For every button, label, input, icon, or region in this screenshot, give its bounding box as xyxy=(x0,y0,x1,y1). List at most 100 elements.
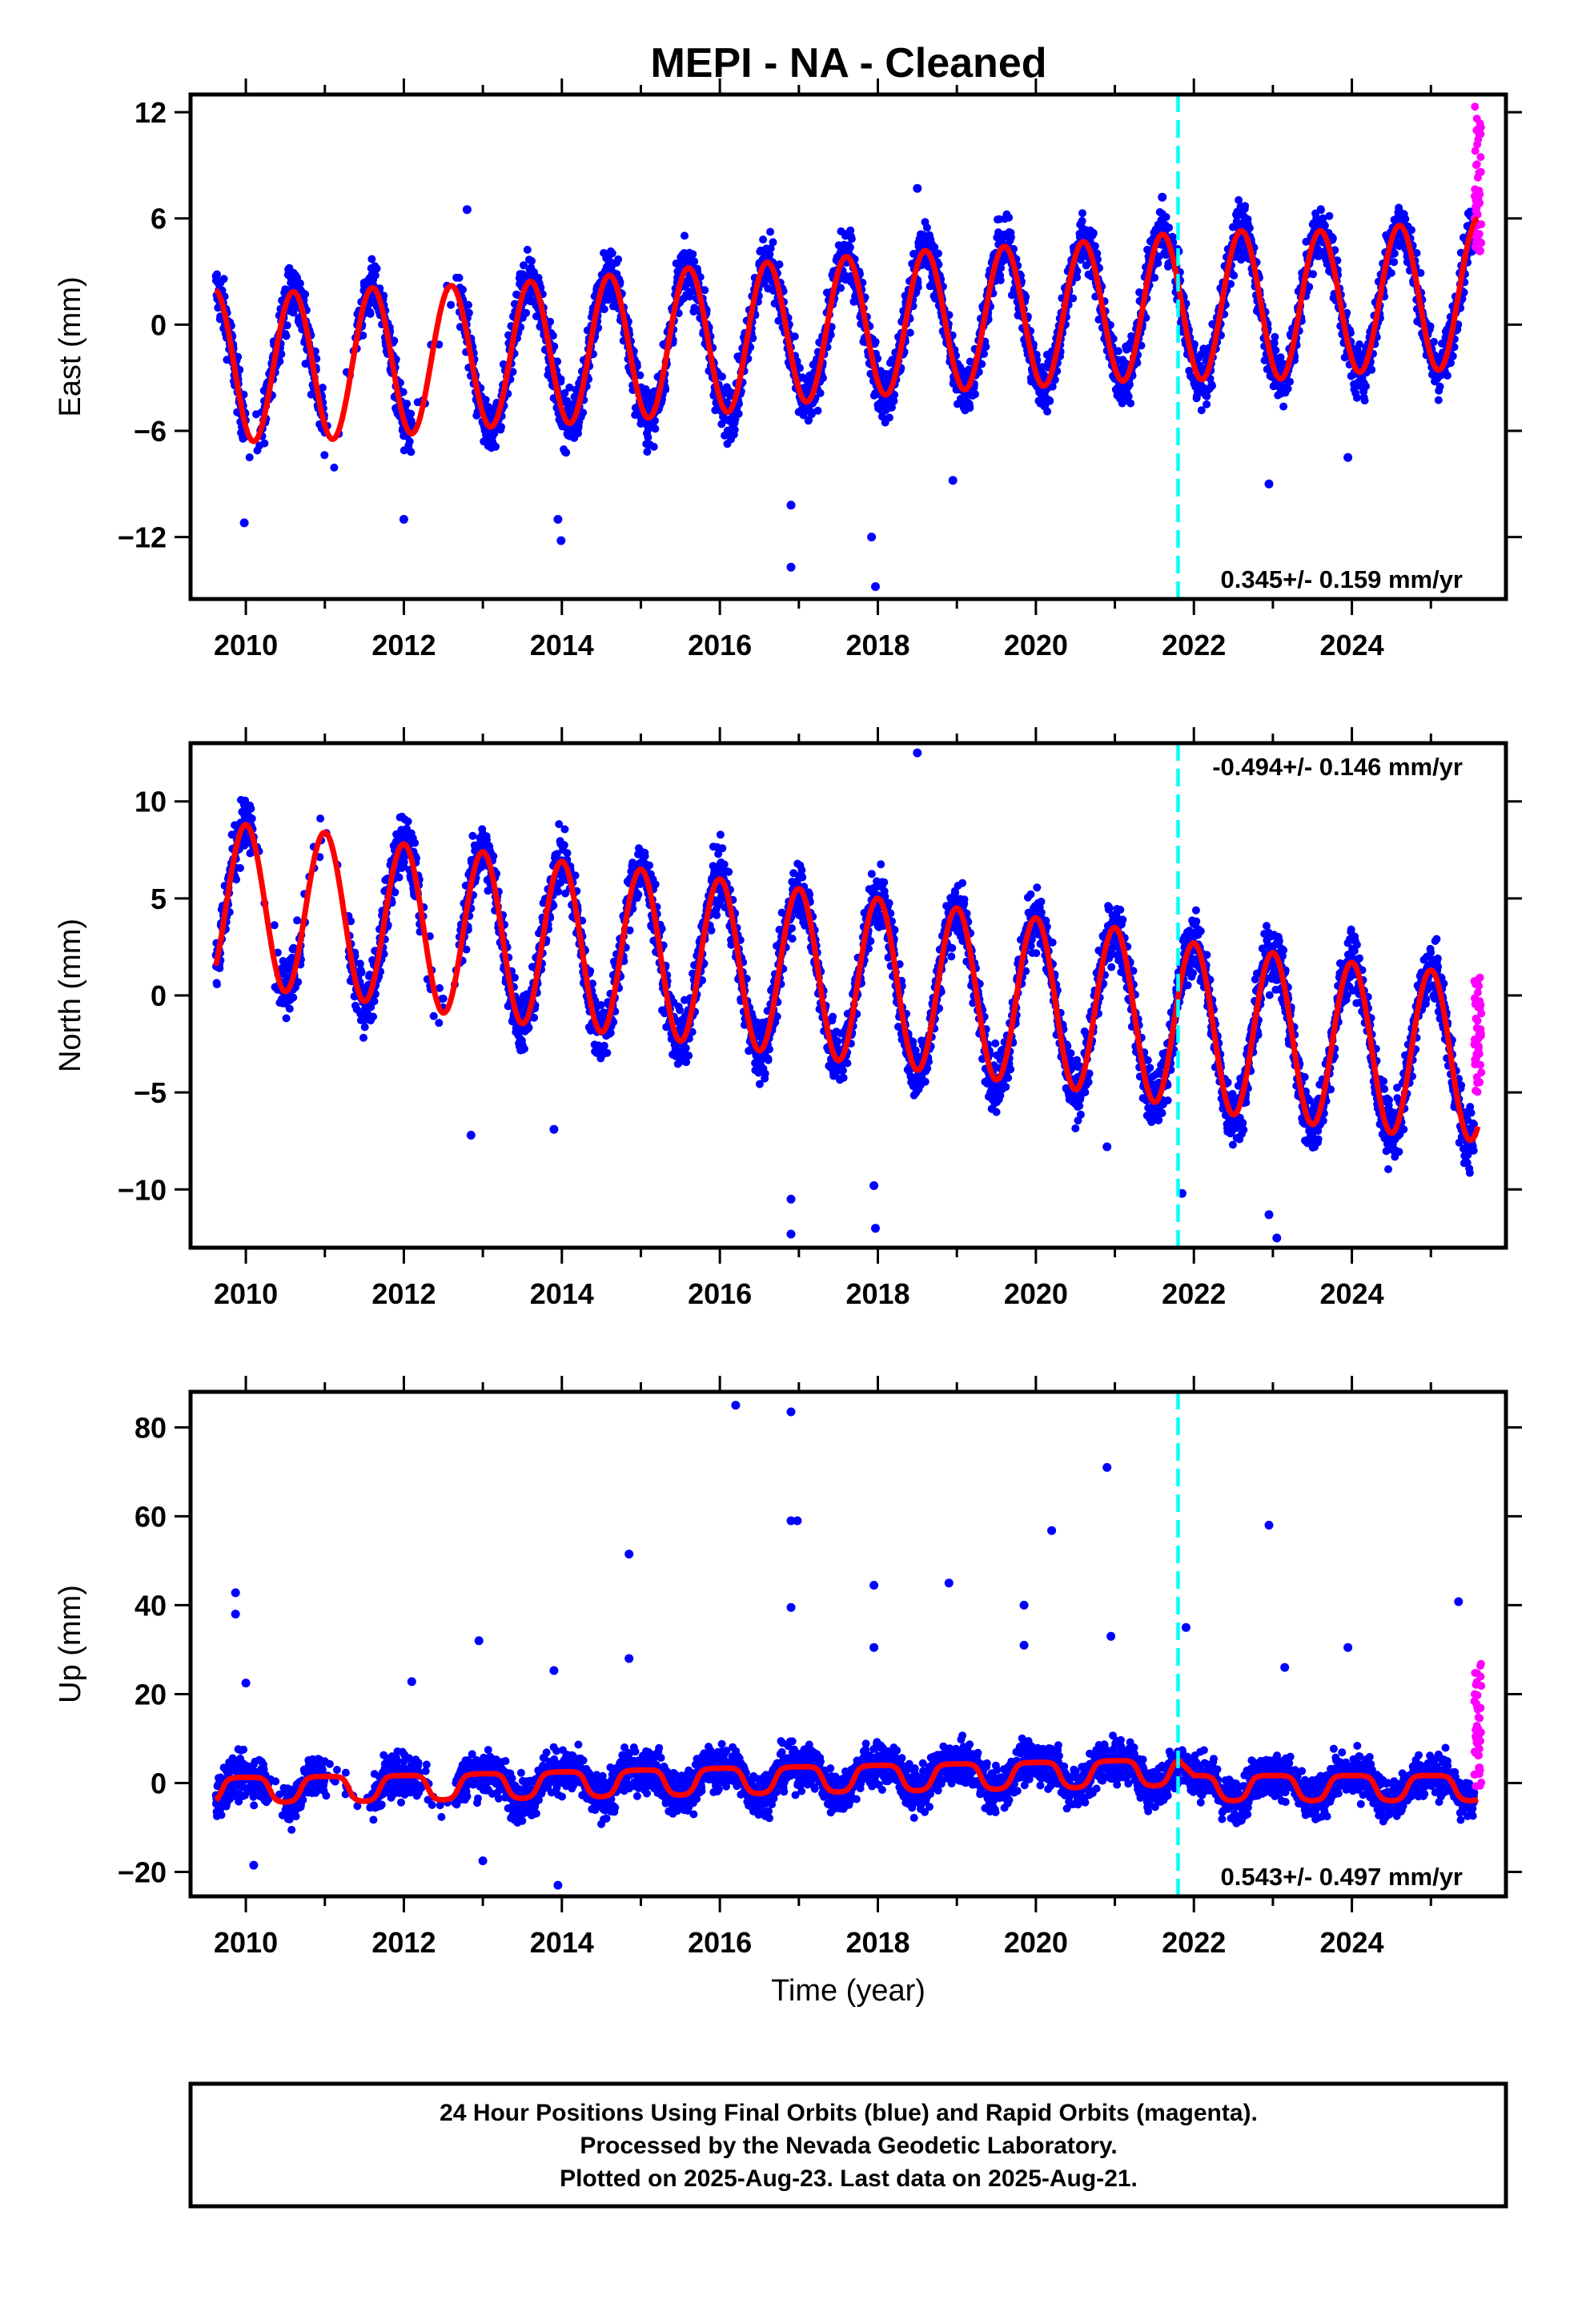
final-point xyxy=(370,997,379,1006)
rapid-point xyxy=(1476,153,1485,162)
final-point xyxy=(600,305,608,314)
final-point xyxy=(847,235,856,243)
final-point xyxy=(1317,206,1325,215)
final-point xyxy=(661,385,670,394)
final-point xyxy=(492,442,500,451)
final-point xyxy=(1367,365,1376,374)
final-point xyxy=(790,332,799,341)
velocity-label: 0.345+/- 0.159 mm/yr xyxy=(1221,565,1463,593)
final-point xyxy=(236,864,244,872)
final-point xyxy=(293,916,302,925)
final-point xyxy=(644,433,652,441)
final-point xyxy=(1162,213,1170,221)
final-point xyxy=(1006,233,1015,242)
final-point xyxy=(484,403,493,411)
final-point xyxy=(996,276,1005,284)
final-point xyxy=(219,275,228,283)
final-point xyxy=(730,425,739,434)
final-point xyxy=(275,357,284,366)
final-point xyxy=(1089,228,1098,237)
figure-title: MEPI - NA - Cleaned xyxy=(650,40,1046,86)
y-axis-label: East (mm) xyxy=(54,276,87,416)
final-point xyxy=(245,453,254,462)
final-point xyxy=(234,352,243,361)
rapid-point xyxy=(1477,239,1486,247)
final-point xyxy=(608,249,616,258)
final-point xyxy=(390,336,399,345)
final-point xyxy=(1124,392,1133,400)
final-point xyxy=(1241,202,1250,211)
final-point xyxy=(277,350,286,359)
final-point xyxy=(282,332,291,340)
final-point xyxy=(270,921,279,930)
final-point xyxy=(399,388,408,396)
final-point xyxy=(528,256,536,265)
rapid-point xyxy=(1471,103,1480,111)
final-point xyxy=(1283,384,1292,393)
final-point xyxy=(330,463,339,472)
outlier-point xyxy=(871,582,880,591)
final-point xyxy=(282,1014,291,1023)
final-point xyxy=(318,384,327,392)
final-point xyxy=(1208,381,1216,390)
outlier-point xyxy=(786,562,796,572)
final-point xyxy=(1390,249,1399,258)
final-point xyxy=(565,383,574,392)
final-point xyxy=(429,1011,438,1020)
final-point xyxy=(1230,271,1239,279)
final-point xyxy=(371,271,379,279)
final-point xyxy=(734,409,743,418)
x-tick-label: 2024 xyxy=(1320,629,1384,661)
final-point xyxy=(247,814,256,823)
plot-area xyxy=(211,103,1486,591)
final-point xyxy=(447,300,456,309)
outlier-point xyxy=(867,533,877,542)
final-point xyxy=(510,300,519,308)
rapid-point xyxy=(1476,199,1484,207)
final-point xyxy=(546,317,555,326)
final-point xyxy=(553,357,562,366)
final-point xyxy=(562,448,571,457)
final-point xyxy=(769,238,777,247)
final-point xyxy=(522,308,531,317)
final-point xyxy=(1203,400,1211,408)
final-point xyxy=(260,439,269,448)
final-point xyxy=(1279,402,1288,411)
final-orbit-points xyxy=(211,183,1479,591)
rapid-point xyxy=(1476,167,1485,176)
final-point xyxy=(468,831,477,840)
final-point xyxy=(816,388,825,397)
final-point xyxy=(934,249,942,258)
final-point xyxy=(1325,211,1334,220)
final-point xyxy=(1005,213,1014,222)
final-point xyxy=(464,308,473,317)
rapid-point xyxy=(1476,123,1485,131)
final-point xyxy=(411,838,420,847)
final-point xyxy=(372,264,381,273)
final-point xyxy=(1286,377,1294,386)
outlier-point xyxy=(556,536,566,545)
y-tick-label: 0 xyxy=(151,308,167,341)
final-point xyxy=(845,243,854,251)
final-point xyxy=(407,448,416,456)
final-point xyxy=(439,995,448,1003)
final-point xyxy=(320,451,329,460)
final-point xyxy=(1126,399,1135,408)
final-point xyxy=(766,227,775,236)
rapid-point xyxy=(1476,190,1484,199)
final-point xyxy=(689,250,697,259)
final-point xyxy=(548,332,557,340)
outlier-point xyxy=(786,501,796,510)
final-point xyxy=(247,804,255,813)
final-point xyxy=(1328,234,1337,243)
final-point xyxy=(523,245,532,254)
final-point xyxy=(369,1012,378,1021)
final-point xyxy=(643,448,652,456)
final-point xyxy=(1078,216,1086,225)
final-point xyxy=(1090,242,1099,251)
outlier-point xyxy=(239,518,249,528)
final-point xyxy=(359,331,367,340)
final-point xyxy=(508,368,517,376)
final-point xyxy=(556,375,565,384)
final-point xyxy=(1046,396,1054,405)
